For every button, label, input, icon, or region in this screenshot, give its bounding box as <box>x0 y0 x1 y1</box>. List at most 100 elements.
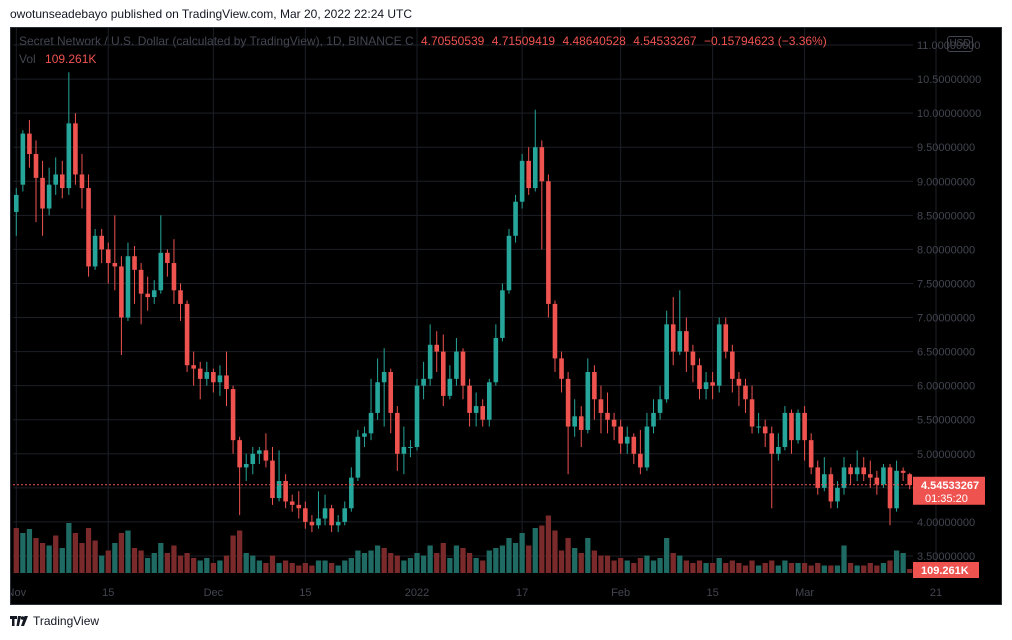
volume-bar <box>696 560 703 573</box>
volume-bar <box>92 540 98 573</box>
candle-body <box>769 433 775 454</box>
volume-bar <box>401 560 407 573</box>
candle-body <box>835 487 840 502</box>
candle-body <box>217 375 223 383</box>
chart-svg[interactable]: 11.00000000 10.50000000 10.00000000 9.50000… <box>11 28 1001 604</box>
candle-body <box>887 467 893 509</box>
candle-body <box>20 133 26 185</box>
volume-bar <box>532 528 538 573</box>
currency-button[interactable]: USD <box>947 36 973 52</box>
published-line: owotunseadebayo published on TradingView… <box>10 7 413 21</box>
volume-bar <box>72 533 79 573</box>
candle-body <box>303 508 308 522</box>
volume-bar <box>145 558 151 573</box>
volume-bar <box>900 553 906 573</box>
volume-bar <box>558 550 565 573</box>
price-tick-label: 6.00000000 <box>917 381 975 393</box>
volume-bar <box>466 553 473 573</box>
price-tick-label: 8.50000000 <box>917 210 975 222</box>
legend-close: 4.54533267 <box>633 34 697 48</box>
volume-bar <box>26 529 33 573</box>
volume-bar <box>13 528 19 573</box>
price-tick-label: 6.50000000 <box>917 347 975 359</box>
volume-bar <box>85 528 92 573</box>
volume-tag-value: 109.261K <box>921 565 969 577</box>
volume-bar <box>867 563 873 573</box>
volume-bar <box>512 543 519 573</box>
volume-bar <box>131 548 138 573</box>
legend-symbol: Secret Network / U.S. Dollar (calculated… <box>19 34 402 48</box>
candle-body <box>165 252 170 264</box>
volume-bar <box>716 558 722 573</box>
volume-bar <box>79 543 85 573</box>
price-tick-label: 7.50000000 <box>917 278 975 290</box>
volume-bar <box>276 563 282 573</box>
candle-body <box>66 123 72 189</box>
candle-body <box>592 372 597 400</box>
candle-body <box>204 372 210 379</box>
candle-body <box>808 440 814 468</box>
legend-marker: C <box>404 34 414 48</box>
candle-body <box>874 477 880 485</box>
volume-bar <box>808 565 814 573</box>
volume-bar <box>342 560 348 573</box>
time-axis: Nov 15 Dec 15 2022 17 Feb 15 Mar 21 <box>11 587 942 599</box>
candle-body <box>526 160 531 189</box>
volume-bar <box>118 533 125 573</box>
candle-body <box>598 399 604 413</box>
volume-bar <box>46 545 52 573</box>
candle-body <box>414 385 420 447</box>
footer-brand: TradingView <box>33 614 100 628</box>
volume-bar <box>834 565 841 573</box>
candle-body <box>900 470 906 473</box>
candle-body <box>408 446 413 448</box>
volume-value: 109.261K <box>45 52 97 66</box>
candle-body <box>178 290 183 304</box>
candle-body <box>677 331 683 352</box>
candle-body <box>243 464 249 468</box>
time-tick-label: Nov <box>11 587 27 599</box>
candle-body <box>224 375 229 390</box>
volume-bar <box>703 563 709 573</box>
price-tick-label: 8.00000000 <box>917 244 975 256</box>
candle-body <box>467 385 472 413</box>
candle-body <box>559 358 564 379</box>
volume-bar <box>539 525 545 573</box>
volume-tag-bg <box>913 562 979 578</box>
price-tick-label: 7.00000000 <box>917 313 975 325</box>
volume-bar <box>394 555 400 573</box>
volume-bar <box>729 560 735 573</box>
candle-body <box>151 290 157 298</box>
time-tick-label: 2022 <box>405 587 429 599</box>
volume-bar <box>151 553 157 573</box>
candle-body <box>822 474 827 488</box>
volume-bar <box>723 563 729 573</box>
volume-bar <box>125 530 131 573</box>
volume-bar <box>611 560 617 573</box>
volume-bar <box>177 555 184 573</box>
volume-bar <box>361 553 368 573</box>
candle-body <box>565 378 571 427</box>
volume-legend: Vol 109.261K <box>19 52 96 66</box>
candle-body <box>684 331 689 352</box>
candle-body <box>309 521 315 526</box>
candle-body <box>184 303 190 366</box>
candle-body <box>13 194 19 212</box>
candle-body <box>316 518 321 526</box>
candle-body <box>381 372 387 383</box>
candle-body <box>828 474 834 502</box>
volume-bar <box>841 545 847 573</box>
volume-bar <box>210 563 216 573</box>
time-tick-label: 15 <box>707 587 719 599</box>
legend-open: 4.70550539 <box>420 34 485 48</box>
candle-body <box>92 235 98 267</box>
candle-body <box>736 378 742 386</box>
time-tick-label: 17 <box>516 587 528 599</box>
candle-body <box>881 467 886 485</box>
volume-bar <box>604 555 611 573</box>
volume-tag: 109.261K <box>913 562 979 578</box>
candle-body <box>907 474 913 486</box>
candle-body <box>33 154 39 178</box>
chart-panel[interactable]: 11.00000000 10.50000000 10.00000000 9.50000… <box>10 27 1002 605</box>
candle-body <box>395 412 400 454</box>
